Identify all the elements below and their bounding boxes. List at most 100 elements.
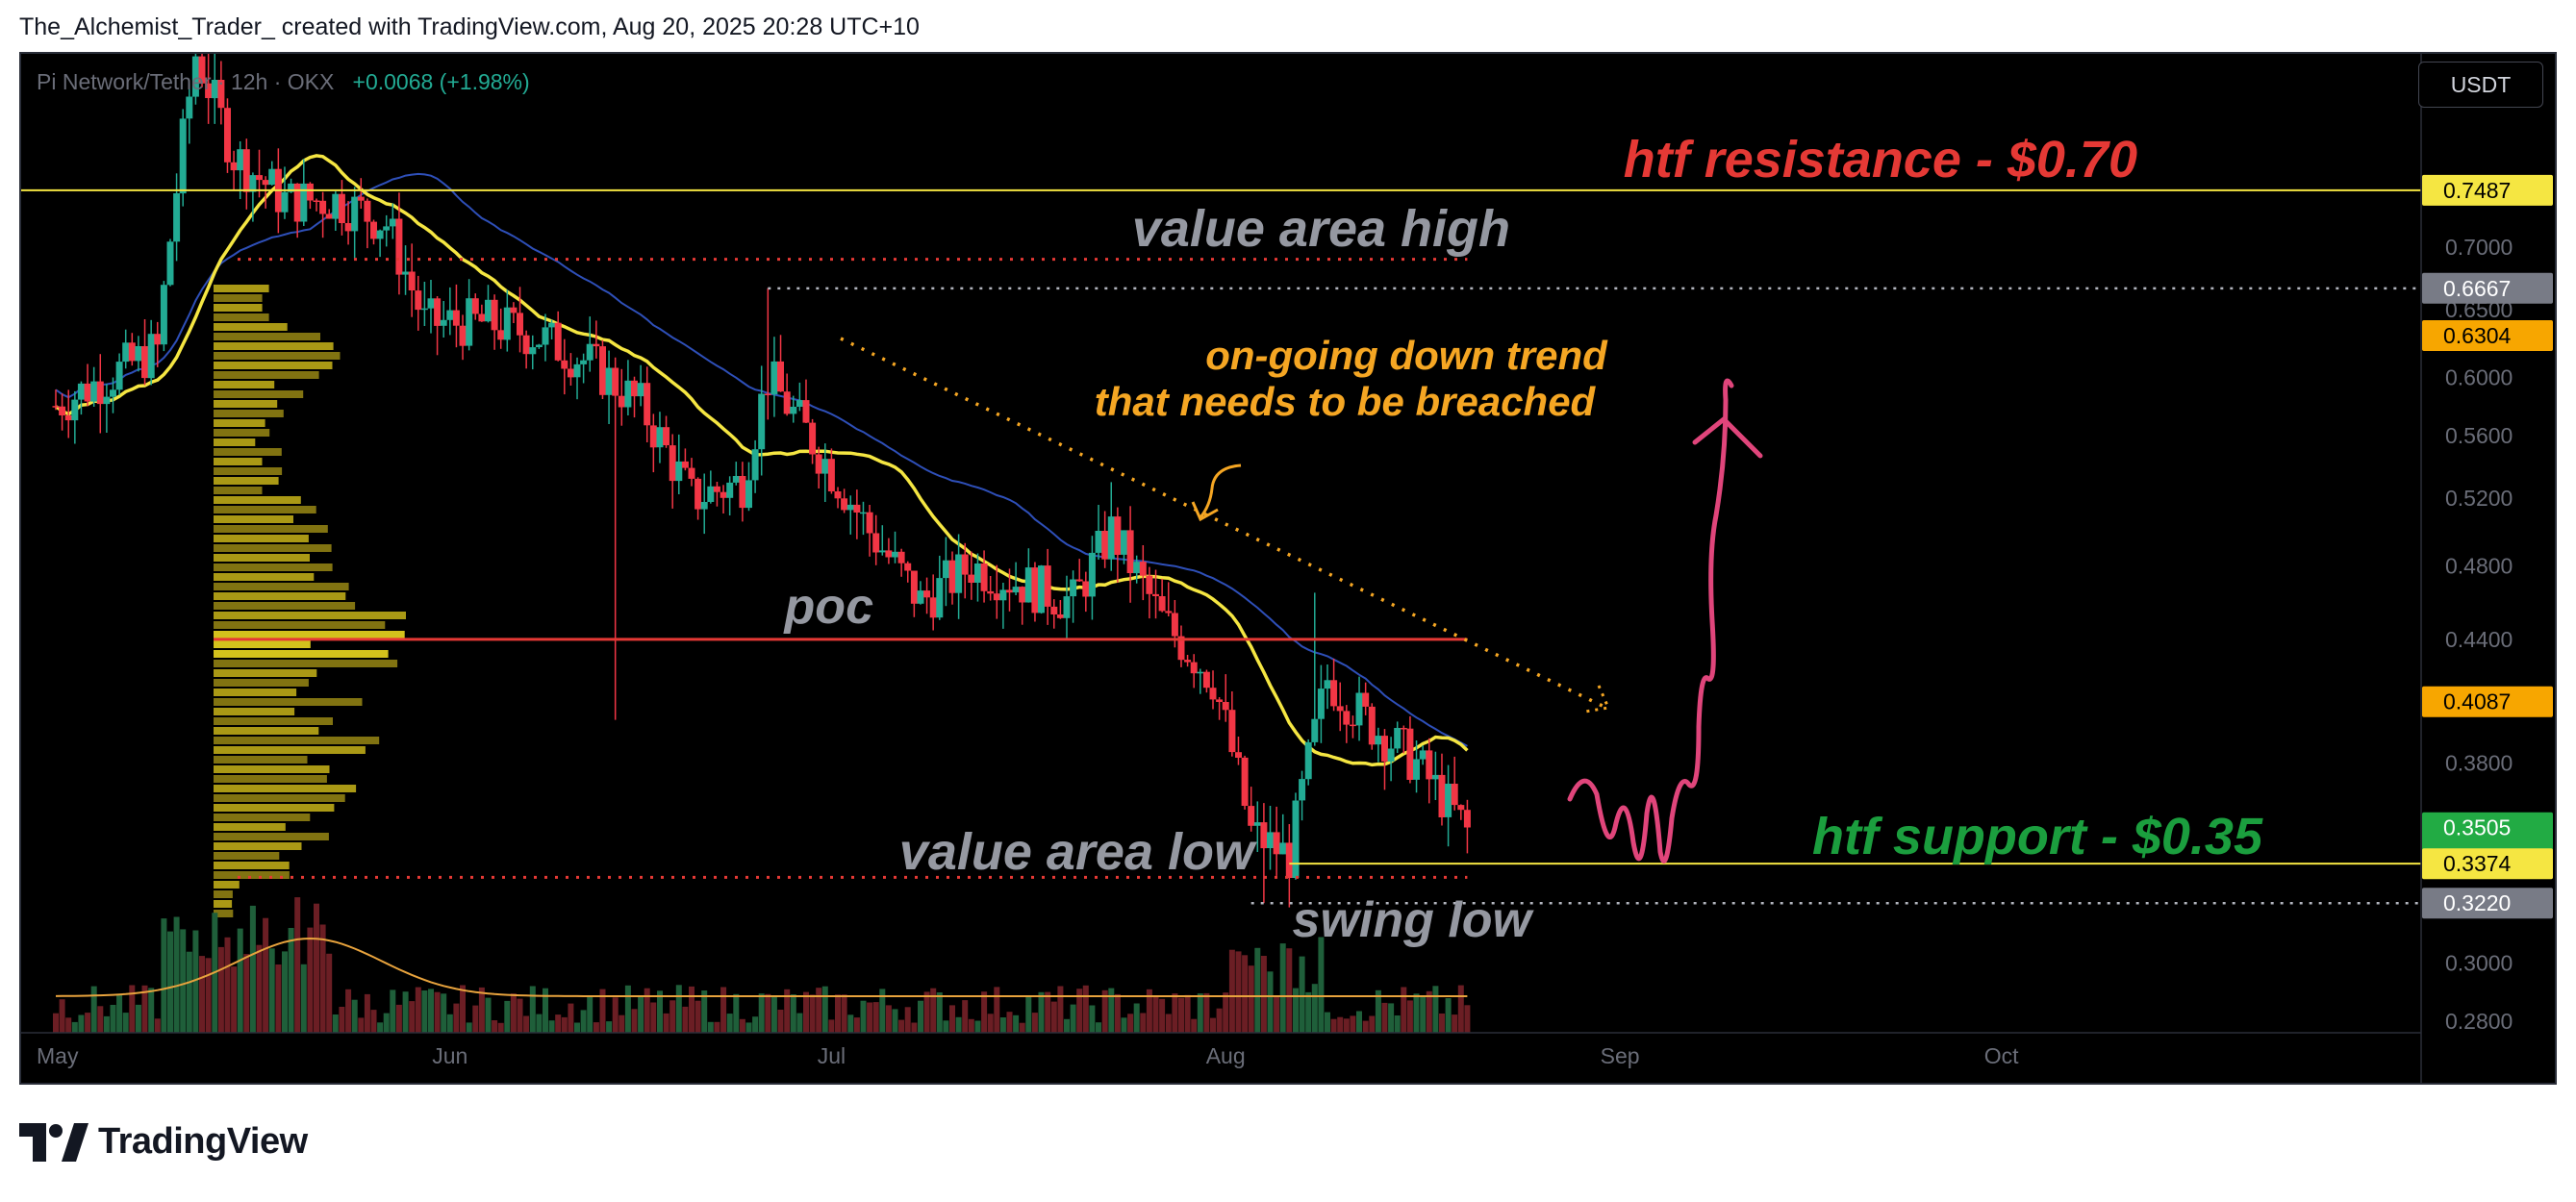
price-chart[interactable]: htf resistance - $0.70 value area high on-… — [21, 54, 2555, 1083]
candle-body — [1362, 692, 1370, 707]
candle-body — [471, 298, 479, 314]
volume-bar — [898, 1019, 905, 1033]
volume-bar — [345, 989, 352, 1033]
price-label-tag — [2422, 320, 2553, 351]
candle-body — [440, 319, 447, 326]
volume-bar — [409, 1001, 416, 1033]
candle-body — [961, 554, 969, 575]
price-label-text: 0.6667 — [2443, 276, 2511, 301]
candle-body — [675, 461, 683, 482]
volume-bar — [529, 986, 536, 1033]
volume-bar — [1394, 1015, 1401, 1033]
price-label-text: 0.4087 — [2443, 689, 2511, 714]
volume-bar — [65, 1017, 72, 1033]
volume-bar — [1025, 996, 1032, 1033]
volume-profile-bar — [214, 669, 317, 677]
candle-body — [1184, 660, 1192, 663]
annotation-label: on-going down trend — [1205, 333, 1608, 378]
candle-body — [1063, 596, 1071, 618]
volume-profile-bar — [214, 285, 269, 292]
candle-body — [929, 597, 937, 618]
volume-bar — [186, 951, 192, 1033]
volume-bar — [587, 996, 593, 1033]
volume-bar — [904, 1007, 911, 1033]
annotation-label: htf resistance - $0.70 — [1624, 131, 2137, 188]
symbol-legend[interactable]: Pi Network/Tether · 12h · OKX +0.0068 (+… — [37, 69, 530, 95]
candle-body — [561, 360, 568, 369]
volume-bar — [770, 996, 777, 1033]
volume-profile-bar — [214, 785, 357, 792]
volume-bar — [1076, 989, 1083, 1033]
volume-profile-bar — [214, 487, 263, 494]
candle-body — [1387, 748, 1395, 762]
volume-profile-bar — [214, 323, 288, 331]
volume-bar — [116, 995, 123, 1033]
price-axis-tick: 0.6000 — [2445, 364, 2513, 389]
volume-bar — [135, 1004, 141, 1033]
volume-bar — [1356, 1011, 1362, 1033]
volume-profile-bar — [214, 765, 330, 773]
volume-bar — [911, 1022, 918, 1033]
candle-body — [897, 551, 905, 563]
candle-body — [242, 149, 250, 192]
volume-bar — [784, 989, 791, 1033]
volume-profile-bar — [214, 563, 333, 571]
candle-body — [605, 367, 613, 395]
volume-profile-bar — [214, 708, 295, 715]
price-label-text: 0.7487 — [2443, 178, 2511, 203]
candle-body — [1267, 832, 1274, 848]
candle-body — [1202, 671, 1210, 689]
volume-bar — [453, 1003, 460, 1033]
volume-bar — [1057, 986, 1064, 1033]
volume-bar — [962, 1000, 969, 1033]
volume-bar — [872, 1002, 879, 1033]
volume-bar — [536, 1014, 543, 1033]
volume-profile-bar — [214, 756, 308, 764]
candle-body — [452, 310, 460, 326]
volume-bar — [644, 988, 650, 1033]
candle-body — [700, 502, 708, 510]
candle-body — [281, 191, 289, 213]
candle-body — [726, 482, 734, 498]
volume-profile-bar — [214, 640, 311, 648]
volume-bar — [294, 897, 301, 1033]
volume-bar — [555, 1014, 562, 1033]
candle-body — [166, 241, 174, 286]
volume-bar — [777, 1010, 784, 1033]
volume-bar — [1172, 993, 1178, 1033]
candle-body — [59, 406, 66, 415]
volume-bar — [300, 964, 307, 1033]
volume-bar — [720, 987, 727, 1033]
volume-profile-bar — [214, 304, 263, 312]
volume-ma-line — [55, 937, 1468, 997]
volume-bar — [1064, 1018, 1070, 1033]
currency-button[interactable]: USDT — [2418, 62, 2543, 108]
volume-bar — [141, 985, 148, 1033]
volume-profile-bar — [214, 621, 386, 629]
volume-profile-bar — [214, 842, 302, 850]
volume-bar — [968, 1018, 974, 1033]
candle-body — [135, 346, 142, 362]
annotation-label: poc — [783, 579, 874, 635]
volume-bar — [1045, 991, 1051, 1033]
time-axis-tick: Aug — [1206, 1043, 1246, 1068]
volume-profile-bar — [214, 602, 356, 610]
candle-body — [1044, 565, 1051, 607]
volume-bar — [192, 930, 199, 1033]
price-label-tag — [2422, 174, 2553, 206]
volume-bar — [377, 1022, 384, 1033]
chart-panel[interactable]: htf resistance - $0.70 value area high on-… — [19, 52, 2557, 1085]
volume-profile-bar — [214, 794, 345, 802]
volume-bar — [492, 1020, 498, 1033]
annotation-label: that needs to be breached — [1095, 379, 1597, 424]
candle-body — [522, 335, 530, 355]
volume-bar — [510, 993, 517, 1033]
volume-profile-bar — [214, 573, 315, 581]
tradingview-logo[interactable]: TradingView — [19, 1121, 308, 1163]
candle-body — [790, 407, 797, 414]
volume-bar — [624, 985, 631, 1033]
volume-bar — [955, 1016, 962, 1033]
candle-body — [872, 533, 880, 553]
candle-body — [1197, 671, 1204, 674]
candle-body — [338, 193, 345, 223]
